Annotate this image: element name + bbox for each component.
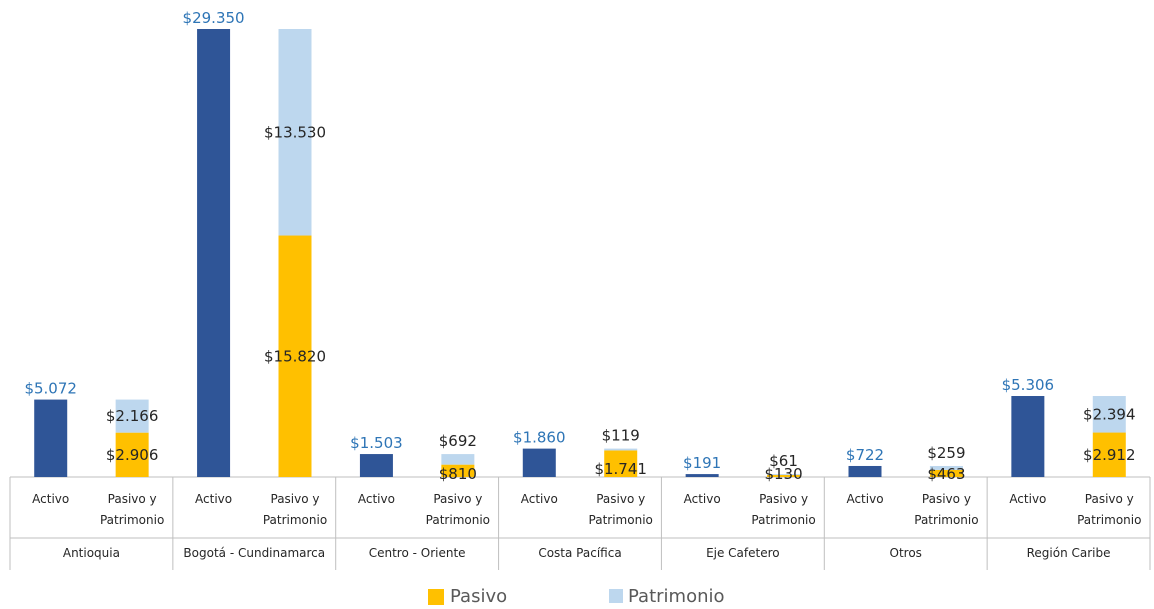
- data-label-activo: $29.350: [183, 9, 245, 27]
- data-label-pasivo: $130: [764, 465, 802, 483]
- data-label-activo: $722: [846, 446, 884, 464]
- tick-label-pasivo-patrimonio: Pasivo y: [596, 492, 645, 506]
- bar-pasivo: [929, 469, 963, 477]
- data-label-pasivo: $2.912: [1083, 446, 1136, 464]
- tick-label-pasivo-patrimonio: Patrimonio: [914, 513, 978, 527]
- bar-activo: [359, 454, 393, 477]
- data-label-activo: $5.306: [1002, 376, 1055, 394]
- bar-pasivo: [604, 450, 638, 477]
- data-label-activo: $5.072: [24, 380, 77, 398]
- group-label: Antioquia: [63, 546, 120, 560]
- group-label: Bogotá - Cundinamarca: [183, 546, 325, 560]
- tick-label-activo: Activo: [32, 492, 69, 506]
- tick-label-pasivo-patrimonio: Pasivo y: [108, 492, 157, 506]
- bar-patrimonio: [441, 454, 475, 465]
- tick-label-pasivo-patrimonio: Patrimonio: [751, 513, 815, 527]
- data-label-patrimonio: $2.394: [1083, 405, 1136, 423]
- data-label-pasivo: $2.906: [106, 446, 159, 464]
- bar-patrimonio: [115, 399, 149, 433]
- bar-patrimonio: [929, 465, 963, 470]
- bar-patrimonio: [278, 29, 312, 236]
- bar-pasivo: [278, 235, 312, 477]
- bar-pasivo: [1092, 432, 1126, 477]
- data-label-patrimonio: $13.530: [264, 123, 326, 141]
- bar-patrimonio: [767, 474, 801, 476]
- bar-activo: [522, 448, 556, 477]
- tick-label-activo: Activo: [358, 492, 395, 506]
- data-label-pasivo: $1.741: [594, 460, 647, 478]
- data-label-activo: $1.503: [350, 434, 403, 452]
- tick-label-activo: Activo: [521, 492, 558, 506]
- bar-pasivo: [441, 464, 475, 477]
- tick-label-activo: Activo: [846, 492, 883, 506]
- data-label-patrimonio: $61: [769, 452, 798, 470]
- group-label: Eje Cafetero: [706, 546, 780, 560]
- group-label: Otros: [890, 546, 922, 560]
- tick-label-pasivo-patrimonio: Pasivo y: [433, 492, 482, 506]
- bar-pasivo: [115, 432, 149, 477]
- bar-activo: [848, 465, 882, 477]
- data-label-activo: $191: [683, 454, 721, 472]
- bar-patrimonio: [604, 448, 638, 451]
- group-label: Costa Pacífica: [538, 546, 621, 560]
- group-label: Región Caribe: [1027, 546, 1111, 560]
- tick-label-activo: Activo: [195, 492, 232, 506]
- group-label: Centro - Oriente: [369, 546, 466, 560]
- bar-activo: [197, 29, 231, 477]
- bar-activo: [34, 399, 68, 477]
- data-label-pasivo: $463: [927, 465, 965, 483]
- data-label-patrimonio: $119: [602, 427, 640, 445]
- tick-label-activo: Activo: [1009, 492, 1046, 506]
- tick-label-pasivo-patrimonio: Pasivo y: [759, 492, 808, 506]
- tick-label-pasivo-patrimonio: Pasivo y: [271, 492, 320, 506]
- legend-label-patrimonio: Patrimonio: [628, 586, 725, 607]
- legend-label-pasivo: Pasivo: [450, 586, 507, 607]
- data-label-pasivo: $15.820: [264, 347, 326, 365]
- data-label-patrimonio: $259: [927, 444, 965, 462]
- tick-label-pasivo-patrimonio: Patrimonio: [589, 513, 653, 527]
- legend-swatch-patrimonio: [609, 589, 623, 603]
- data-label-patrimonio: $2.166: [106, 407, 159, 425]
- bar-activo: [1011, 396, 1045, 477]
- tick-label-pasivo-patrimonio: Patrimonio: [1077, 513, 1141, 527]
- bar-patrimonio: [1092, 396, 1126, 433]
- tick-label-pasivo-patrimonio: Pasivo y: [922, 492, 971, 506]
- tick-label-pasivo-patrimonio: Patrimonio: [100, 513, 164, 527]
- tick-label-pasivo-patrimonio: Patrimonio: [426, 513, 490, 527]
- tick-label-pasivo-patrimonio: Patrimonio: [263, 513, 327, 527]
- data-label-activo: $1.860: [513, 429, 566, 447]
- bar-pasivo: [767, 475, 801, 477]
- bar-activo: [685, 474, 719, 477]
- data-label-pasivo: $810: [439, 465, 477, 483]
- legend-swatch-pasivo: [428, 589, 444, 605]
- data-label-patrimonio: $692: [439, 432, 477, 450]
- tick-label-pasivo-patrimonio: Pasivo y: [1085, 492, 1134, 506]
- tick-label-activo: Activo: [684, 492, 721, 506]
